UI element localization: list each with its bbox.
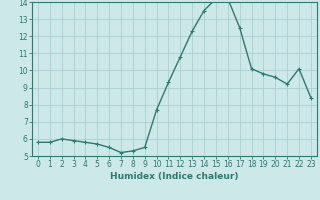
- X-axis label: Humidex (Indice chaleur): Humidex (Indice chaleur): [110, 172, 239, 181]
